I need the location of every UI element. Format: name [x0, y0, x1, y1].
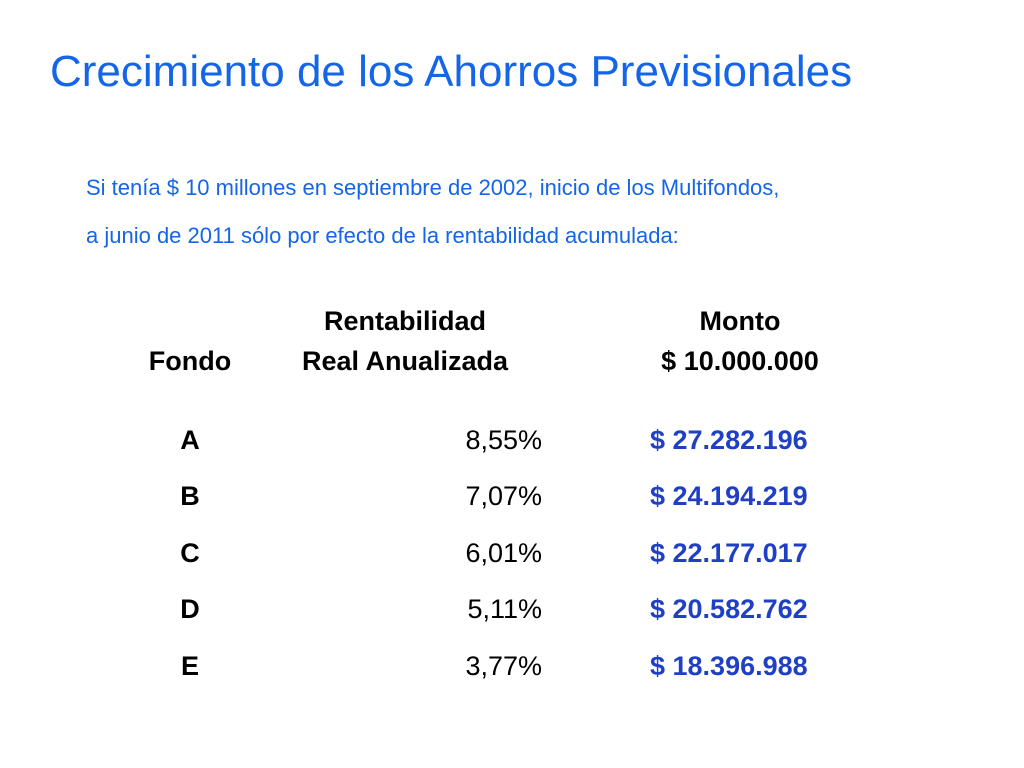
table-row: C 6,01% $ 22.177.017 [0, 540, 1024, 580]
rentabilidad-cell: 7,07% [465, 481, 542, 511]
header-rentabilidad-line-2: Real Anualizada [301, 346, 509, 376]
page-title: Crecimiento de los Ahorros Previsionales [50, 47, 853, 96]
header-monto-line-1: Monto [699, 306, 781, 336]
monto-cell: $ 18.396.988 [650, 651, 808, 681]
rentabilidad-cell: 3,77% [465, 651, 542, 681]
fondo-cell: A [180, 425, 200, 455]
table-row: E 3,77% $ 18.396.988 [0, 653, 1024, 693]
table-row: D 5,11% $ 20.582.762 [0, 596, 1024, 636]
monto-cell: $ 20.582.762 [650, 594, 808, 624]
header-rentabilidad-line-1: Rentabilidad [323, 306, 486, 336]
table-row: A 8,55% $ 27.282.196 [0, 427, 1024, 467]
table-row: B 7,07% $ 24.194.219 [0, 483, 1024, 523]
rentabilidad-cell: 8,55% [465, 425, 542, 455]
intro-line-2: a junio de 2011 sólo por efecto de la re… [86, 223, 679, 248]
intro-line-1: Si tenía $ 10 millones en septiembre de … [86, 175, 780, 200]
header-fondo: Fondo [148, 346, 232, 376]
rentabilidad-cell: 5,11% [467, 594, 542, 624]
rentabilidad-cell: 6,01% [465, 538, 542, 568]
monto-cell: $ 27.282.196 [650, 425, 808, 455]
monto-cell: $ 24.194.219 [650, 481, 808, 511]
fondo-cell: E [180, 651, 199, 681]
fondo-cell: B [180, 481, 200, 511]
fondo-cell: D [180, 594, 200, 624]
fondo-cell: C [180, 538, 200, 568]
header-monto-line-2: $ 10.000.000 [661, 346, 819, 376]
intro-text: Si tenía $ 10 millones en septiembre de … [86, 164, 779, 260]
monto-cell: $ 22.177.017 [650, 538, 808, 568]
